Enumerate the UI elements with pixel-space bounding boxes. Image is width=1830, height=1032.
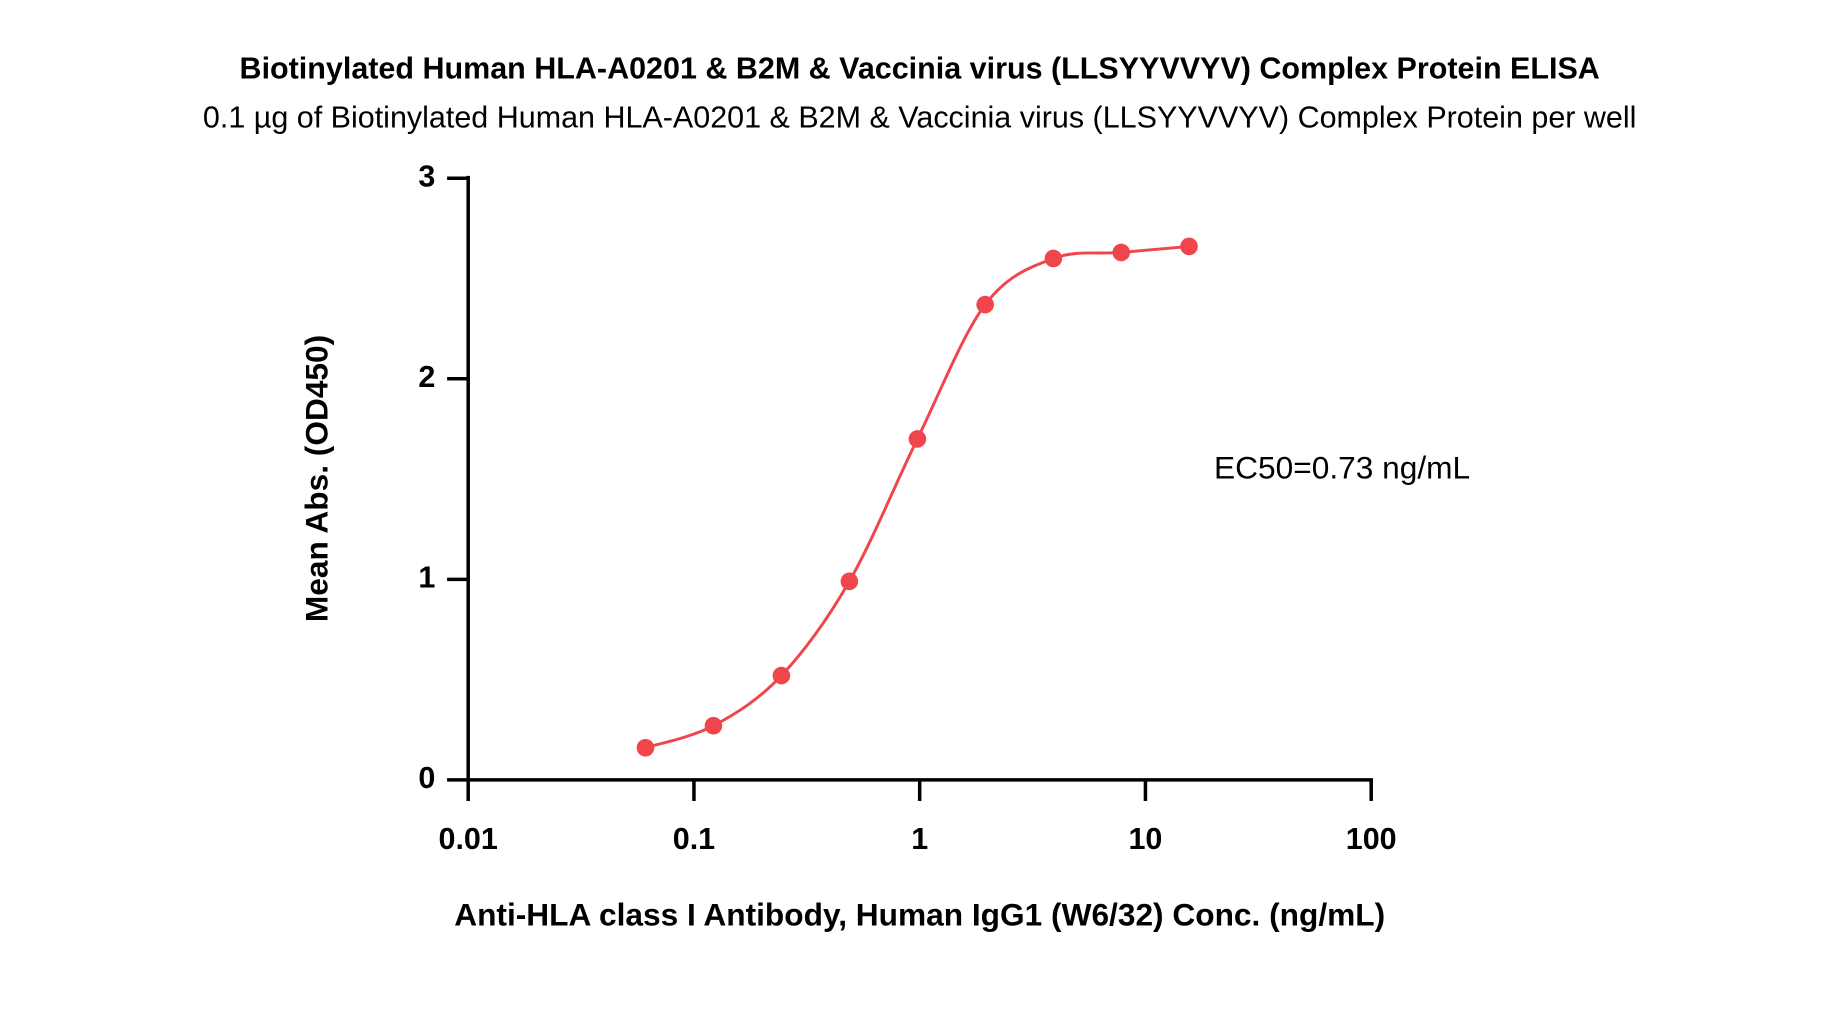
y-axis-label: Mean Abs. (OD450) <box>299 335 335 622</box>
x-tick-label: 0.01 <box>439 822 498 856</box>
chart-subtitle: 0.1 µg of Biotinylated Human HLA-A0201 &… <box>203 101 1637 135</box>
data-point <box>840 572 859 591</box>
x-tick-label: 100 <box>1346 822 1397 856</box>
fit-curve <box>645 244 1190 750</box>
data-point <box>636 738 655 757</box>
data-point <box>976 295 994 314</box>
data-point <box>772 666 791 685</box>
x-tick-label: 10 <box>1128 822 1162 856</box>
ec50-annotation: EC50=0.73 ng/mL <box>1214 450 1470 486</box>
data-point <box>704 716 723 735</box>
y-tick-label: 2 <box>418 360 435 394</box>
y-tick-label: 3 <box>418 159 435 193</box>
y-tick-label: 0 <box>418 761 435 795</box>
y-tick-label: 1 <box>418 560 435 594</box>
data-point <box>1180 237 1198 256</box>
data-point <box>1112 243 1131 262</box>
data-point <box>1044 249 1063 268</box>
x-tick-label: 1 <box>911 822 928 856</box>
data-point <box>908 430 927 448</box>
chart-title: Biotinylated Human HLA-A0201 & B2M & Vac… <box>240 51 1600 85</box>
x-axis-label: Anti-HLA class I Antibody, Human IgG1 (W… <box>454 896 1385 932</box>
x-tick-label: 0.1 <box>673 822 715 856</box>
